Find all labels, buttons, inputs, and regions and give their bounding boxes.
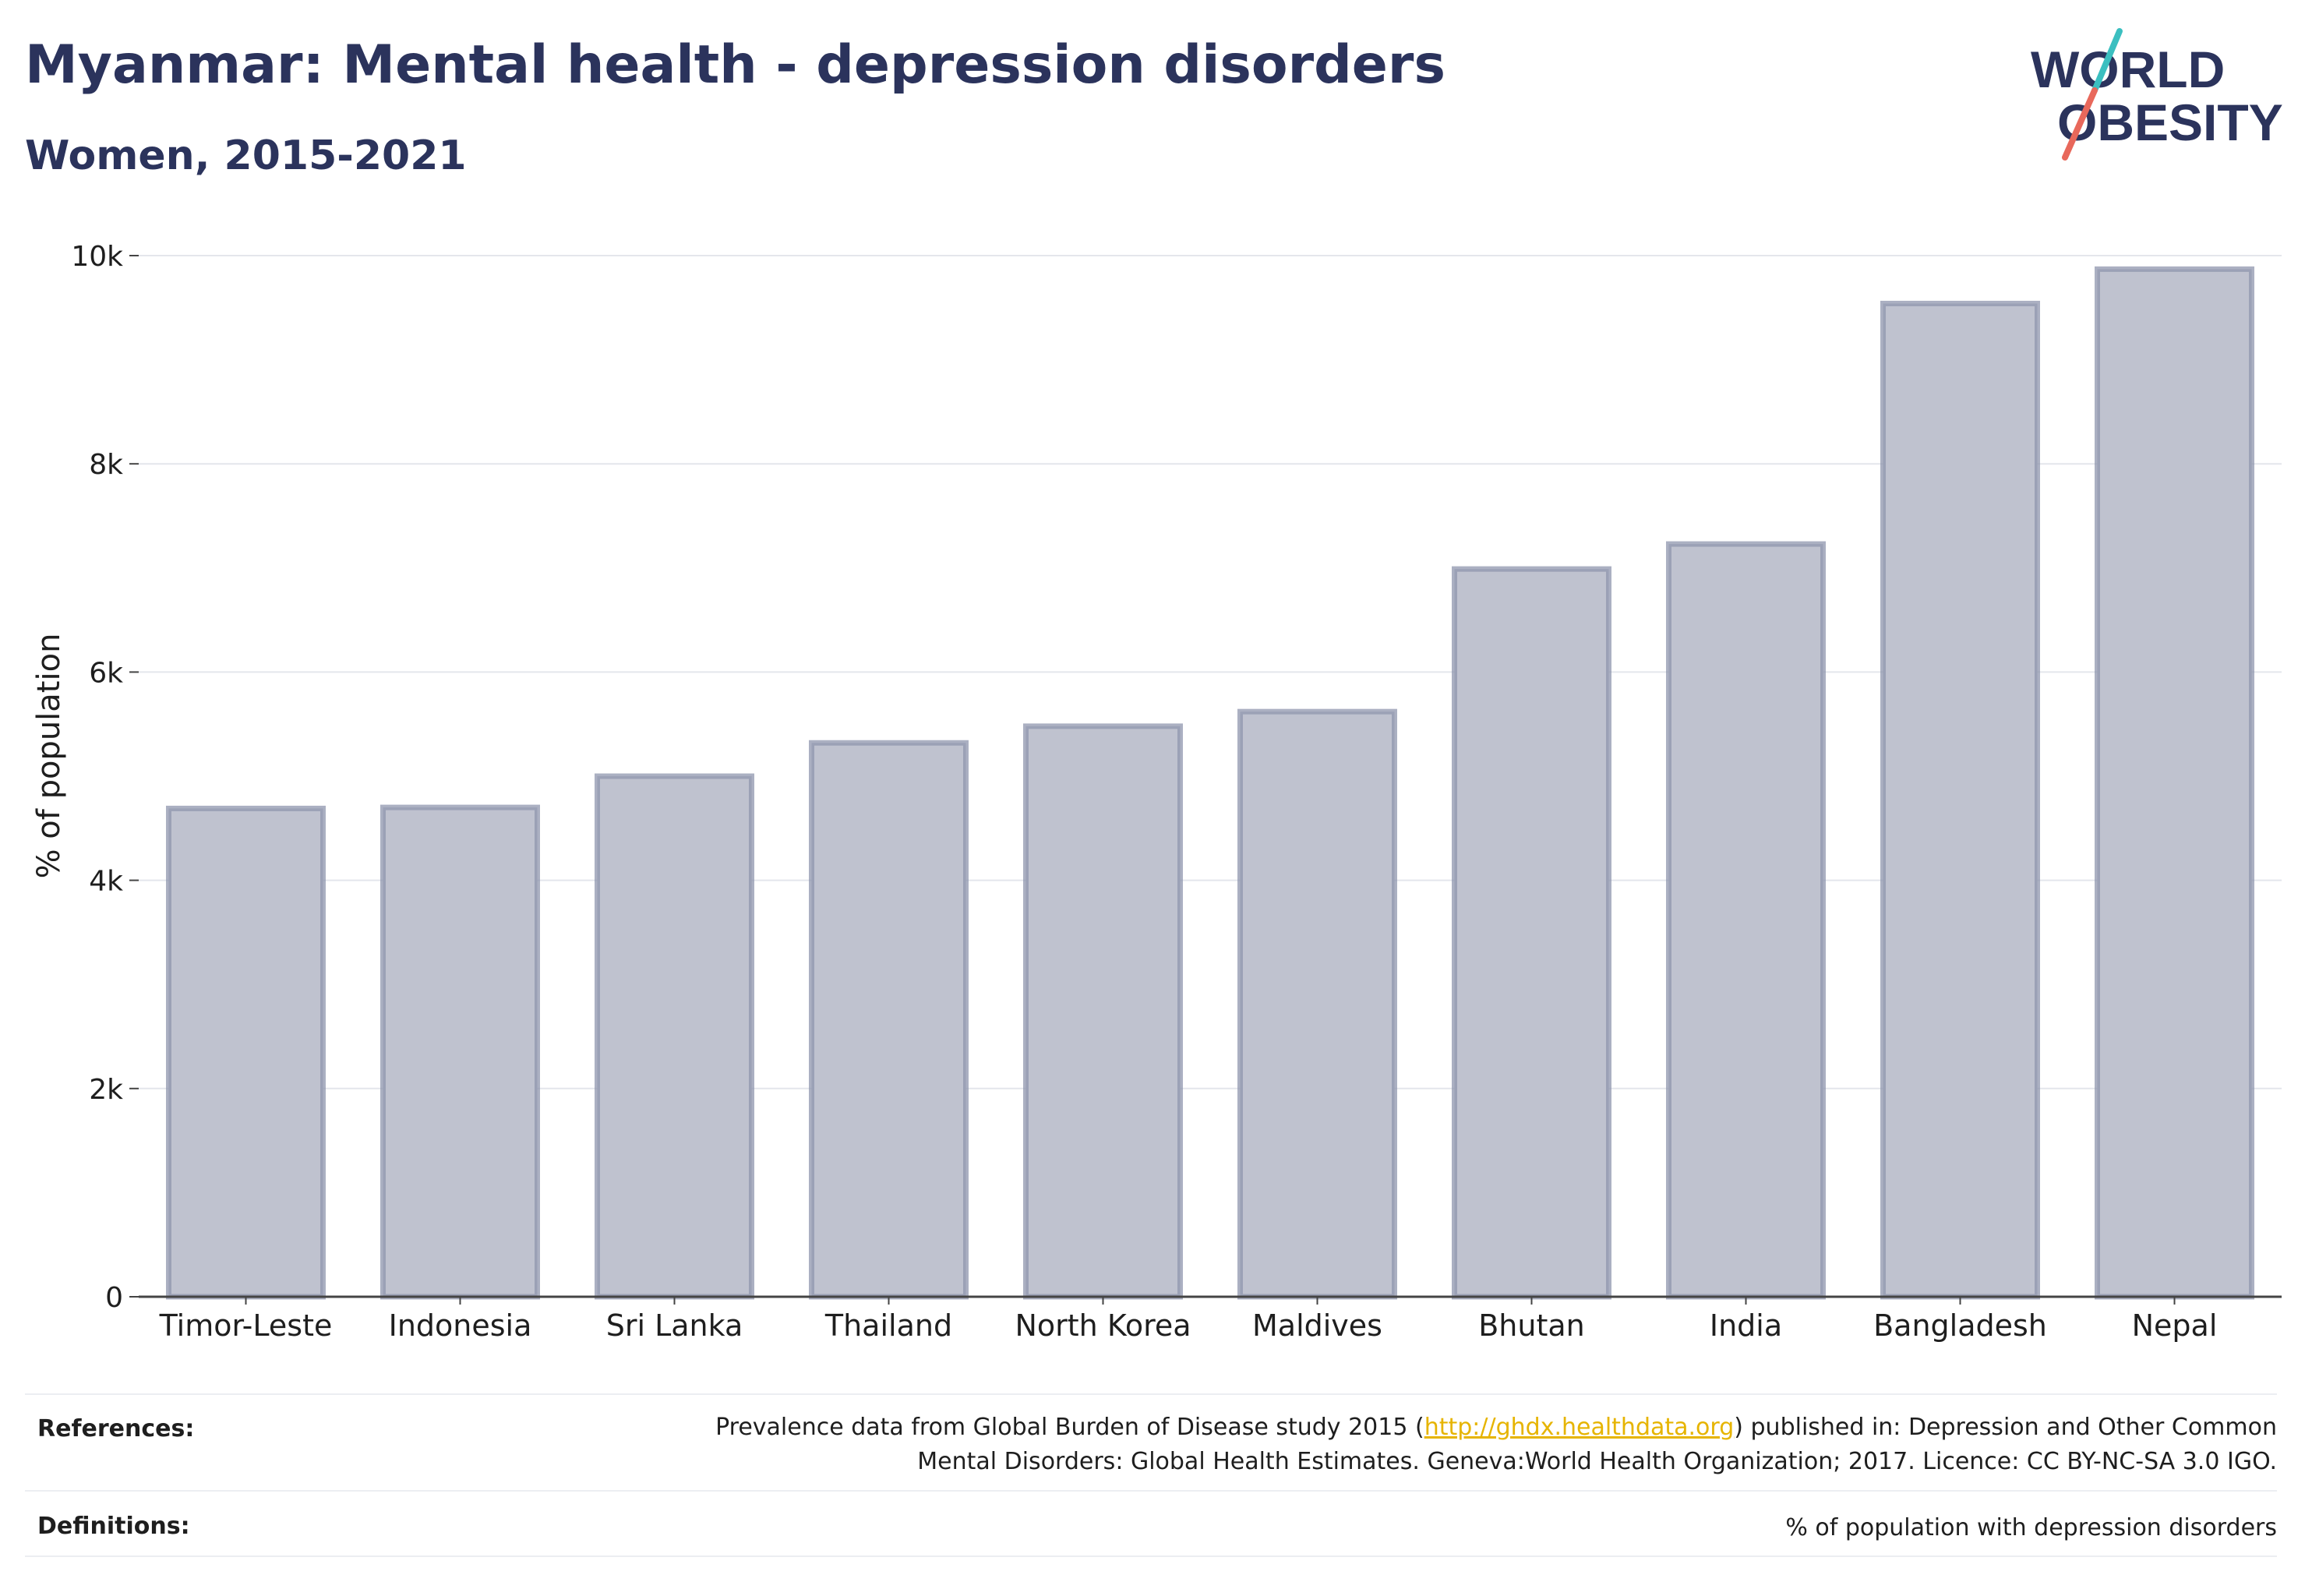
- bar-chart: 0 2k 4k 6k 8k 10k Timor-Leste Indonesia Sri Lan…: [31, 241, 2282, 1343]
- x-tick-label: Indonesia: [389, 1308, 532, 1343]
- world-obesity-logo[interactable]: WORLD OBESITY: [2026, 23, 2291, 171]
- y-axis-ticks: 0 2k 4k 6k 8k 10k: [71, 241, 139, 1314]
- x-tick-label: Thailand: [824, 1308, 952, 1343]
- references-line1-post: ) published in: Depression and Other Com…: [1734, 1414, 2277, 1441]
- bar-timor-leste[interactable]: [166, 805, 326, 1300]
- chart-subtitle: Women, 2015-2021: [25, 132, 467, 179]
- x-tick-label: Sri Lanka: [606, 1308, 743, 1343]
- x-tick-label: Bhutan: [1478, 1308, 1585, 1343]
- logo-word-obesity: OBESITY: [2057, 94, 2283, 151]
- bar-sri-lanka[interactable]: [595, 773, 754, 1300]
- footer-divider-bottom: [25, 1555, 2277, 1557]
- x-tick-label: India: [1710, 1308, 1782, 1343]
- references-line1-pre: Prevalence data from Global Burden of Di…: [715, 1414, 1424, 1441]
- x-tick-label: Maldives: [1252, 1308, 1382, 1343]
- x-tick-label: Nepal: [2132, 1308, 2218, 1343]
- logo-word-world: WORLD: [2031, 41, 2225, 98]
- definitions-text: % of population with depression disorder…: [1785, 1514, 2277, 1541]
- bar-nepal[interactable]: [2095, 266, 2254, 1300]
- bar-thailand[interactable]: [809, 740, 969, 1300]
- references-line2: Mental Disorders: Global Health Estimate…: [917, 1448, 2277, 1475]
- logo-slash-coral: [2062, 87, 2098, 161]
- bar-indonesia[interactable]: [380, 804, 540, 1300]
- y-axis-label: % of population: [31, 634, 67, 879]
- bars: [166, 266, 2254, 1300]
- y-tick-label: 6k: [89, 657, 123, 689]
- y-tick-label: 8k: [89, 449, 123, 481]
- x-tick-label: North Korea: [1015, 1308, 1191, 1343]
- bar-bhutan[interactable]: [1452, 566, 1611, 1300]
- references-link[interactable]: http://ghdx.healthdata.org: [1424, 1414, 1735, 1441]
- bar-north-korea[interactable]: [1023, 723, 1183, 1300]
- definitions-label: Definitions:: [37, 1513, 190, 1540]
- y-tick-label: 4k: [89, 866, 123, 898]
- chart-title: Myanmar: Mental health - depression diso…: [25, 34, 1445, 96]
- references-text: Prevalence data from Global Burden of Di…: [715, 1411, 2277, 1479]
- x-tick-label: Timor-Leste: [159, 1308, 333, 1343]
- footer-divider-top: [25, 1393, 2277, 1395]
- bar-india[interactable]: [1666, 541, 1826, 1300]
- x-axis-ticks: Timor-Leste Indonesia Sri Lanka Thailand Nor…: [139, 1295, 2282, 1343]
- bar-bangladesh[interactable]: [1880, 300, 2040, 1300]
- y-tick-label: 2k: [89, 1074, 123, 1106]
- footer-divider-middle: [25, 1490, 2277, 1492]
- y-tick-label: 0: [105, 1282, 123, 1314]
- references-label: References:: [37, 1415, 195, 1442]
- logo-slash-teal: [2091, 28, 2123, 94]
- x-tick-label: Bangladesh: [1873, 1308, 2047, 1343]
- bar-maldives[interactable]: [1237, 708, 1397, 1300]
- y-tick-label: 10k: [71, 241, 123, 273]
